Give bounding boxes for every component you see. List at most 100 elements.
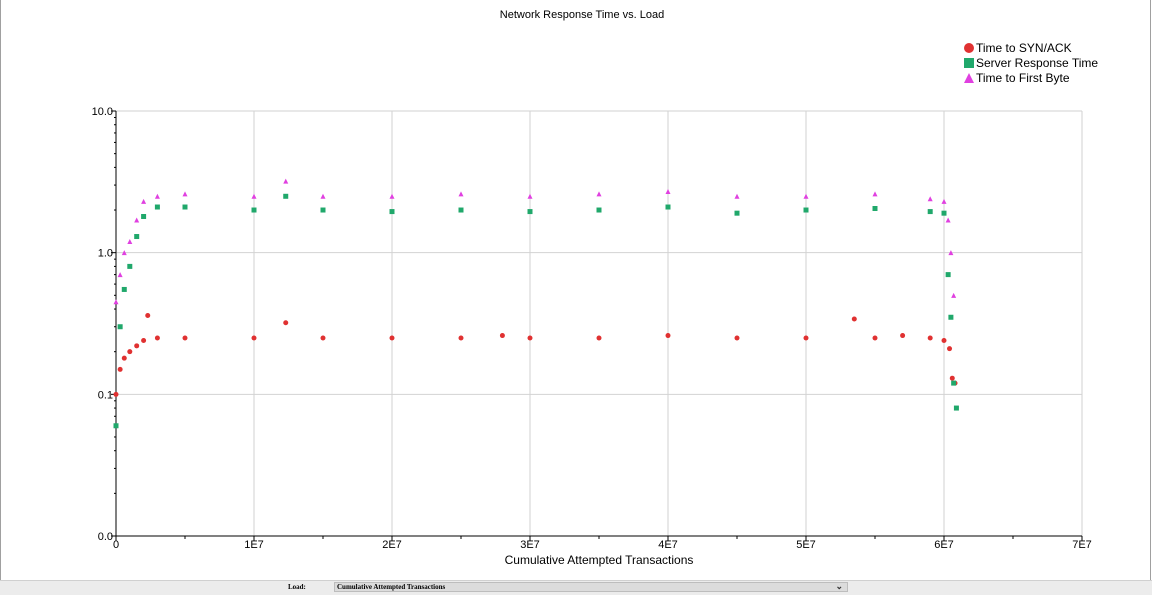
legend-label: Server Response Time [976, 56, 1098, 70]
legend-marker [964, 58, 974, 68]
data-point [141, 337, 147, 343]
x-tick-label: 5E7 [796, 539, 816, 551]
data-point [665, 333, 671, 339]
data-point [527, 193, 533, 199]
data-point [117, 366, 123, 372]
data-point [900, 333, 906, 339]
data-point [596, 191, 602, 197]
data-point [145, 313, 151, 319]
series-time-to-first-byte [113, 178, 957, 305]
load-selector-bar: Load: Cumulative Attempted Transactions … [0, 580, 1152, 595]
data-point [127, 238, 133, 244]
x-tick-label: 7E7 [1072, 539, 1092, 551]
data-point [945, 272, 951, 278]
data-point [134, 234, 140, 240]
data-point [596, 207, 602, 213]
series-time-to-syn-ack [113, 313, 958, 397]
data-points [113, 178, 959, 429]
data-point [949, 375, 955, 381]
data-point [734, 335, 740, 341]
data-point [320, 335, 326, 341]
data-point [941, 198, 947, 204]
data-point [389, 193, 395, 199]
data-point [665, 189, 671, 195]
data-point [320, 207, 326, 213]
x-axis-title: Cumulative Attempted Transactions [505, 553, 694, 567]
data-point [872, 206, 878, 212]
data-point [134, 217, 140, 223]
data-point [499, 333, 505, 339]
data-point [389, 335, 395, 341]
load-select[interactable]: Cumulative Attempted Transactions ⌄ [334, 582, 848, 592]
data-point [803, 335, 809, 341]
data-point [527, 335, 533, 341]
data-point [734, 210, 740, 216]
y-tick-label: 0.1 [98, 389, 113, 401]
load-select-value: Cumulative Attempted Transactions [337, 583, 446, 591]
data-point [665, 204, 671, 210]
data-point [113, 299, 119, 305]
data-point [941, 210, 947, 216]
data-point [941, 337, 947, 343]
data-point [127, 263, 133, 269]
data-point [182, 191, 188, 197]
data-point [872, 191, 878, 197]
data-point [803, 207, 809, 213]
data-point [154, 335, 160, 341]
data-point [953, 405, 959, 411]
legend-item[interactable]: Time to First Byte [964, 71, 1070, 85]
legend-label: Time to SYN/ACK [976, 41, 1072, 55]
x-tick-label: 6E7 [934, 539, 954, 551]
data-point [121, 250, 127, 256]
chevron-down-icon[interactable]: ⌄ [835, 581, 843, 591]
legend-marker [964, 73, 974, 83]
data-point [251, 335, 257, 341]
legend-item[interactable]: Server Response Time [964, 56, 1098, 70]
y-tick-label: 0.0 [98, 531, 113, 543]
data-point [927, 335, 933, 341]
y-tick-label: 10.0 [92, 106, 113, 118]
chart-frame [0, 0, 1151, 580]
data-point [113, 391, 119, 397]
data-point [182, 335, 188, 341]
data-point [947, 346, 953, 352]
data-point [458, 207, 464, 213]
series-server-response-time [113, 193, 959, 429]
legend-label: Time to First Byte [976, 71, 1070, 85]
data-point [117, 324, 123, 330]
x-tick-label: 1E7 [244, 539, 264, 551]
x-tick-label: 4E7 [658, 539, 678, 551]
data-point [141, 198, 147, 204]
data-point [251, 193, 257, 199]
data-point [458, 191, 464, 197]
data-point [182, 204, 188, 210]
data-point [121, 286, 127, 292]
legend-marker [964, 43, 974, 53]
gridlines [116, 110, 1083, 536]
data-point [872, 335, 878, 341]
data-point [927, 196, 933, 202]
x-tick-label: 0 [113, 539, 119, 551]
data-point [527, 209, 533, 215]
data-point [117, 272, 123, 278]
data-point [154, 204, 160, 210]
data-point [113, 423, 119, 429]
y-tick-label: 1.0 [98, 248, 113, 260]
data-point [951, 292, 957, 298]
data-point [283, 320, 289, 326]
data-point [320, 193, 326, 199]
data-point [251, 207, 257, 213]
x-tick-label: 2E7 [382, 539, 402, 551]
legend-item[interactable]: Time to SYN/ACK [964, 41, 1072, 55]
data-point [141, 214, 147, 220]
data-point [127, 349, 133, 355]
chart: Network Response Time vs. Load 0 1E7 2E7 3E… [92, 9, 1099, 567]
data-point [951, 380, 957, 386]
chart-title: Network Response Time vs. Load [500, 9, 664, 21]
data-point [389, 209, 395, 215]
x-tick-label: 3E7 [520, 539, 540, 551]
data-point [734, 193, 740, 199]
data-point [851, 316, 857, 322]
data-point [283, 193, 289, 199]
